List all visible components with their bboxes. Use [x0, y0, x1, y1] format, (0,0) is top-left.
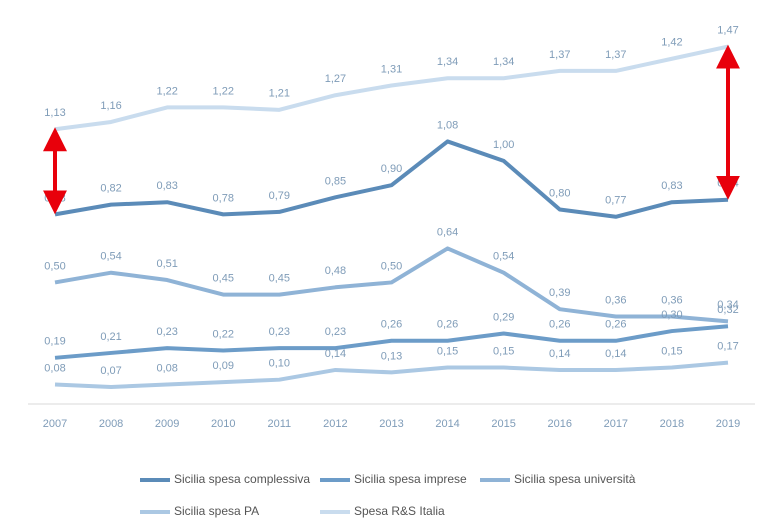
data-label: 0,77: [605, 195, 626, 207]
data-label: 0,36: [661, 294, 682, 306]
data-label: 0,83: [661, 180, 682, 192]
data-label: 0,34: [717, 299, 738, 311]
series-line: [54, 324, 729, 360]
data-label: 1,08: [437, 119, 458, 131]
data-label: 0,17: [717, 341, 738, 353]
data-label: 0,26: [437, 319, 458, 331]
x-tick-label: 2009: [155, 418, 179, 430]
data-label: 1,42: [661, 37, 682, 49]
data-label: 0,85: [325, 175, 346, 187]
data-label: 0,45: [213, 273, 234, 285]
data-label: 0,14: [549, 348, 570, 360]
data-label: 1,00: [493, 139, 514, 151]
data-label: 0,36: [605, 294, 626, 306]
legend-label: Sicilia spesa imprese: [354, 472, 467, 486]
data-label: 1,13: [44, 107, 65, 119]
data-label: 0,54: [100, 251, 121, 263]
data-label: 0,32: [717, 304, 738, 316]
data-label: 0,30: [661, 309, 682, 321]
data-label: 0,83: [156, 180, 177, 192]
x-tick-label: 2007: [43, 418, 67, 430]
data-label: 0,14: [605, 348, 626, 360]
x-tick-label: 2011: [268, 418, 292, 430]
data-label: 0,90: [381, 163, 402, 175]
x-tick-label: 2014: [435, 418, 459, 430]
x-tick-label: 2018: [660, 418, 684, 430]
data-label: 0,26: [605, 319, 626, 331]
data-label: 1,47: [717, 25, 738, 37]
data-label: 0,15: [661, 345, 682, 357]
data-label: 0,19: [44, 336, 65, 348]
data-label: 0,26: [381, 319, 402, 331]
data-label: 0,50: [44, 260, 65, 272]
data-label: 0,64: [437, 226, 458, 238]
data-label: 0,08: [44, 362, 65, 374]
data-label: 0,14: [325, 348, 346, 360]
data-label: 1,21: [269, 88, 290, 100]
data-label: 0,13: [381, 350, 402, 362]
x-tick-label: 2019: [716, 418, 740, 430]
data-label: 1,31: [381, 63, 402, 75]
legend-label: Sicilia spesa PA: [174, 504, 259, 518]
data-label: 1,16: [100, 100, 121, 112]
legend-label: Sicilia spesa complessiva: [174, 472, 310, 486]
data-label: 0,79: [269, 190, 290, 202]
data-label: 1,34: [493, 56, 514, 68]
data-label: 0,82: [100, 183, 121, 195]
data-label: 0,80: [549, 187, 570, 199]
data-label: 0,54: [493, 251, 514, 263]
x-tick-label: 2010: [211, 418, 235, 430]
data-label: 0,29: [493, 311, 514, 323]
data-label: 0,22: [213, 328, 234, 340]
series-line: [54, 44, 729, 132]
data-label: 0,50: [381, 260, 402, 272]
data-label: 0,51: [156, 258, 177, 270]
data-label: 0,15: [437, 345, 458, 357]
data-label: 1,22: [156, 85, 177, 97]
series-line: [54, 246, 729, 324]
data-label: 1,22: [213, 85, 234, 97]
series-line: [54, 360, 729, 389]
legend-label: Spesa R&S Italia: [354, 504, 445, 518]
data-label: 1,34: [437, 56, 458, 68]
data-label: 0,26: [549, 319, 570, 331]
data-label: 0,21: [100, 331, 121, 343]
data-label: 0,23: [269, 326, 290, 338]
x-tick-label: 2017: [604, 418, 628, 430]
data-label: 0,39: [549, 287, 570, 299]
data-label: 0,15: [493, 345, 514, 357]
data-label: 0,07: [100, 365, 121, 377]
data-label: 0,08: [156, 362, 177, 374]
data-label: 0,48: [325, 265, 346, 277]
data-label: 0,10: [269, 358, 290, 370]
data-label: 0,23: [325, 326, 346, 338]
data-label: 0,45: [269, 273, 290, 285]
data-label: 0,23: [156, 326, 177, 338]
x-tick-label: 2015: [491, 418, 515, 430]
x-tick-label: 2012: [323, 418, 347, 430]
data-label: 1,37: [605, 49, 626, 61]
legend-label: Sicilia spesa università: [514, 472, 636, 486]
x-tick-label: 2016: [548, 418, 572, 430]
series-line: [54, 139, 729, 219]
data-label: 0,78: [213, 192, 234, 204]
x-tick-label: 2013: [379, 418, 403, 430]
data-label: 0,09: [213, 360, 234, 372]
x-tick-label: 2008: [99, 418, 123, 430]
data-label: 1,27: [325, 73, 346, 85]
data-label: 1,37: [549, 49, 570, 61]
